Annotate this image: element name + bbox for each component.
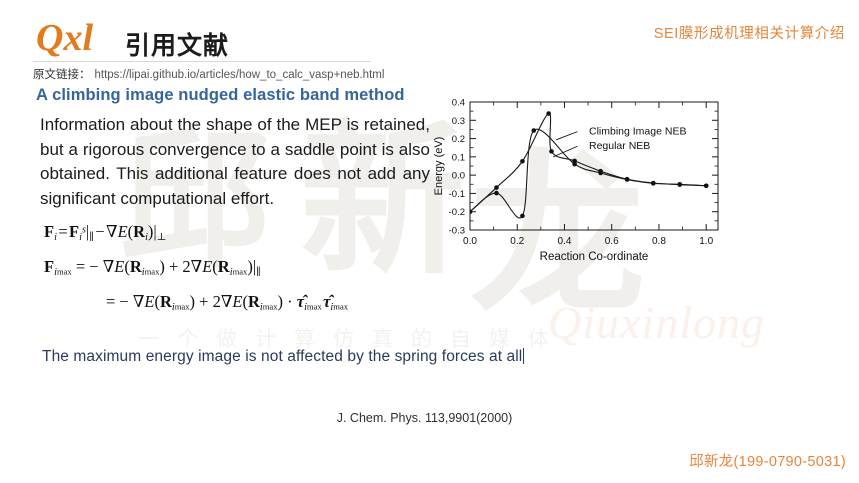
annotation-leader [552,145,578,158]
y-tick-label: 0.1 [452,152,465,163]
page-title: 引用文献 [125,32,230,60]
data-point [650,181,656,186]
y-tick-label: 0.0 [452,171,465,182]
data-point [546,111,551,116]
source-label: 原文链接： [33,69,91,81]
series-group [470,111,709,219]
y-axis-label: Energy (eV) [433,137,445,196]
chart-annotation: Climbing Image NEB [589,125,686,137]
y-tick-label: -0.1 [449,189,465,200]
series-line [470,128,707,219]
x-tick-label: 0.2 [510,236,524,247]
equation-3: = − ∇E(Rimax) + 2∇E(Rimax) · τ̂imax τ̂im… [106,291,349,313]
data-point [677,181,683,187]
data-point [494,185,499,190]
y-tick-label: 0.2 [452,134,465,145]
header-right-label: SEI膜形成机理相关计算介绍 [653,26,845,42]
data-point [520,158,525,164]
data-point [572,161,577,167]
data-point [572,158,577,164]
title-divider [33,61,371,62]
text-cursor [523,348,525,364]
x-axis-label: Reaction Co-ordinate [540,251,649,263]
data-point [549,149,554,154]
data-point [470,209,473,214]
equation-block: Fi = Fis|∥ − ∇E(Ri)|⊥ Fimax = − ∇E(Rimax… [44,222,444,327]
equation-1: Fi = Fis|∥ − ∇E(Ri)|⊥ [44,222,167,243]
conclusion-label: The maximum energy image is not affected… [42,348,523,365]
x-tick-label: 0.8 [652,236,666,247]
citation-line: J. Chem. Phys. 113,9901(2000) [0,411,859,425]
footer-right-label: 邱新龙(199-0790-5031) [689,454,846,470]
citation-text: J. Chem. Phys. 113,9901(2000) [336,411,513,425]
x-tick-label: 1.0 [699,236,713,247]
data-point [494,190,499,196]
annotation-leader [556,131,578,141]
neb-energy-chart: -0.3 -0.2 -0.1 0.0 0.1 0.2 0.3 0.4 0.0 0.2 0.4 0.6 0… [430,92,730,277]
x-tick-label: 0.6 [605,236,619,247]
data-point [703,183,709,189]
y-tick-label: 0.4 [452,98,465,109]
source-url[interactable]: https://lipai.github.io/articles/how_to_… [94,69,385,81]
qxl-logo: Qxl [36,19,93,57]
section-heading: A climbing image nudged elastic band met… [36,86,405,104]
y-tick-label: -0.2 [449,207,465,218]
logo-text: Qxl [36,17,93,59]
x-tick-label: 0.0 [463,236,477,247]
data-point [598,170,603,176]
chart-svg: -0.3 -0.2 -0.1 0.0 0.1 0.2 0.3 0.4 0.0 0.2 0.4 0.6 0… [433,98,719,263]
chart-annotation: Regular NEB [589,140,650,152]
body-paragraph: Information about the shape of the MEP i… [40,115,430,208]
y-tick-label: 0.3 [452,116,465,127]
source-link-line: 原文链接： https://lipai.github.io/articles/ho… [33,66,384,82]
y-tick-label: -0.3 [449,226,465,237]
equation-2: Fimax = − ∇E(Rimax) + 2∇E(Rimax)|∥ [44,256,261,278]
data-point [520,213,525,219]
data-point [624,177,630,182]
conclusion-text: The maximum energy image is not affected… [42,348,525,366]
plot-frame [469,101,719,231]
data-point [531,128,537,133]
x-tick-label: 0.4 [558,236,572,247]
